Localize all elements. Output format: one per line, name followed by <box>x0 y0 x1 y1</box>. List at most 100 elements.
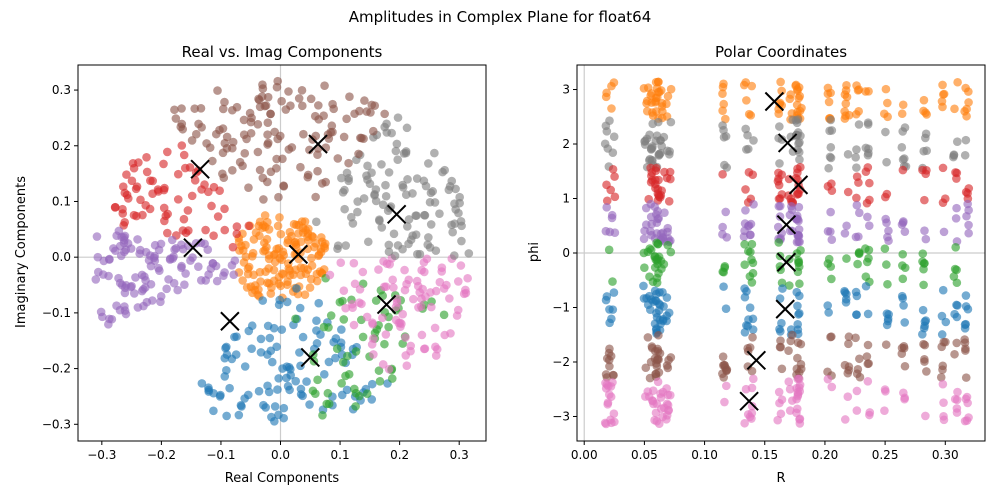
right-scatter-point <box>747 81 757 91</box>
left-scatter-point <box>397 319 406 329</box>
left-scatter-point <box>351 402 360 411</box>
right-scatter-point <box>607 81 616 91</box>
left-scatter-point <box>363 161 372 171</box>
right-scatter-point <box>775 212 785 221</box>
right-scatter-point <box>654 175 663 185</box>
left-scatter-point <box>313 166 322 176</box>
left-scatter-point <box>119 220 128 230</box>
right-scatter-point <box>646 357 656 367</box>
right-scatter-point <box>662 99 671 109</box>
left-scatter-point <box>227 105 237 115</box>
right-scatter-point <box>664 197 674 206</box>
left-xtick-label: −0.1 <box>206 448 235 462</box>
right-scatter-point <box>659 403 669 413</box>
right-scatter-point <box>918 249 928 258</box>
left-scatter-point <box>369 350 378 359</box>
left-scatter-point <box>222 365 231 375</box>
right-scatter-point <box>851 153 860 162</box>
right-scatter-point <box>824 97 834 107</box>
right-scatter-point <box>883 98 892 108</box>
right-scatter-point <box>794 231 804 241</box>
right-scatter-point <box>652 273 662 283</box>
right-scatter-point <box>784 377 794 387</box>
left-scatter-point <box>430 323 440 333</box>
right-scatter-point <box>861 272 871 281</box>
right-scatter-point <box>855 208 864 218</box>
left-scatter-point <box>179 214 189 224</box>
right-scatter-point <box>746 111 756 120</box>
left-scatter-point <box>277 96 286 106</box>
right-scatter-point <box>964 228 973 238</box>
right-scatter-point <box>951 214 961 223</box>
left-scatter-point <box>326 311 336 320</box>
left-scatter-point <box>388 275 397 285</box>
left-axes-frame <box>77 64 487 442</box>
left-scatter-point <box>142 167 152 177</box>
right-scatter-point <box>654 330 663 340</box>
chart-right: Polar Coordinates 0.00 0.05 0.10 0.15 0.20 0.… <box>527 43 986 486</box>
left-scatter-point <box>297 217 307 226</box>
left-scatter-point <box>378 200 388 210</box>
right-scatter-point <box>964 220 973 230</box>
right-ytick-label: 2 <box>562 137 570 151</box>
right-chart-title: Polar Coordinates <box>715 43 847 61</box>
left-scatter-point <box>177 141 187 150</box>
left-scatter-point <box>218 104 228 114</box>
left-scatter-point <box>236 241 246 251</box>
right-scatter-point <box>937 311 947 321</box>
left-scatter-point <box>276 281 285 291</box>
right-scatter-point <box>718 222 727 232</box>
left-scatter-point <box>270 127 279 137</box>
left-scatter-point <box>400 265 409 275</box>
right-scatter-point <box>655 150 664 159</box>
right-scatter-point <box>879 109 889 119</box>
left-scatter-point <box>255 231 264 241</box>
right-scatter-point <box>604 245 614 255</box>
left-plot-area: −0.3 −0.2 −0.1 0.0 0.1 0.2 0.3 −0.3 −0.2 −0.1 0.0 0… <box>42 64 487 462</box>
left-scatter-point <box>350 109 359 119</box>
right-scatter-point <box>864 221 874 230</box>
right-scatter-point <box>898 165 908 175</box>
right-scatter-point <box>951 242 960 252</box>
left-scatter-point <box>319 370 329 379</box>
left-scatter-point <box>221 343 230 353</box>
right-scatter-point <box>852 172 862 181</box>
right-scatter-point <box>653 214 663 224</box>
left-scatter-point <box>406 341 416 351</box>
left-scatter-point <box>170 105 179 115</box>
right-scatter-point <box>748 170 758 179</box>
right-scatter-point <box>785 210 795 220</box>
right-scatter-point <box>721 132 731 141</box>
right-scatter-point <box>826 207 835 217</box>
right-scatter-point <box>648 396 658 406</box>
left-scatter-point <box>180 163 190 173</box>
left-scatter-point <box>273 221 283 231</box>
left-scatter-point <box>401 190 411 200</box>
left-scatter-point <box>209 182 219 192</box>
left-scatter-point <box>259 221 268 230</box>
right-ytick-label: −1 <box>552 300 570 314</box>
left-scatter-point <box>420 344 430 354</box>
right-scatter-point <box>827 382 837 392</box>
right-scatter-point <box>791 81 800 91</box>
left-scatter-point <box>325 270 335 280</box>
left-scatter-point <box>453 305 463 315</box>
left-scatter-point <box>162 284 171 294</box>
right-scatter-point <box>862 198 872 208</box>
left-scatter-point <box>250 285 260 295</box>
right-scatter-point <box>937 342 946 352</box>
left-scatter-point <box>342 114 351 124</box>
left-xtick-label: −0.3 <box>87 448 116 462</box>
left-scatter-point <box>194 262 203 271</box>
left-scatter-point <box>212 276 222 286</box>
left-scatter-point <box>401 351 411 360</box>
left-scatter-point <box>374 265 383 274</box>
right-scatter-point <box>719 79 728 89</box>
right-scatter-point <box>938 198 948 207</box>
right-scatter-point <box>952 278 962 288</box>
left-scatter-point <box>134 158 143 167</box>
left-scatter-point <box>380 339 389 349</box>
right-scatter-point <box>823 301 833 310</box>
right-scatter-point <box>647 342 657 351</box>
left-scatter-point <box>240 362 250 371</box>
